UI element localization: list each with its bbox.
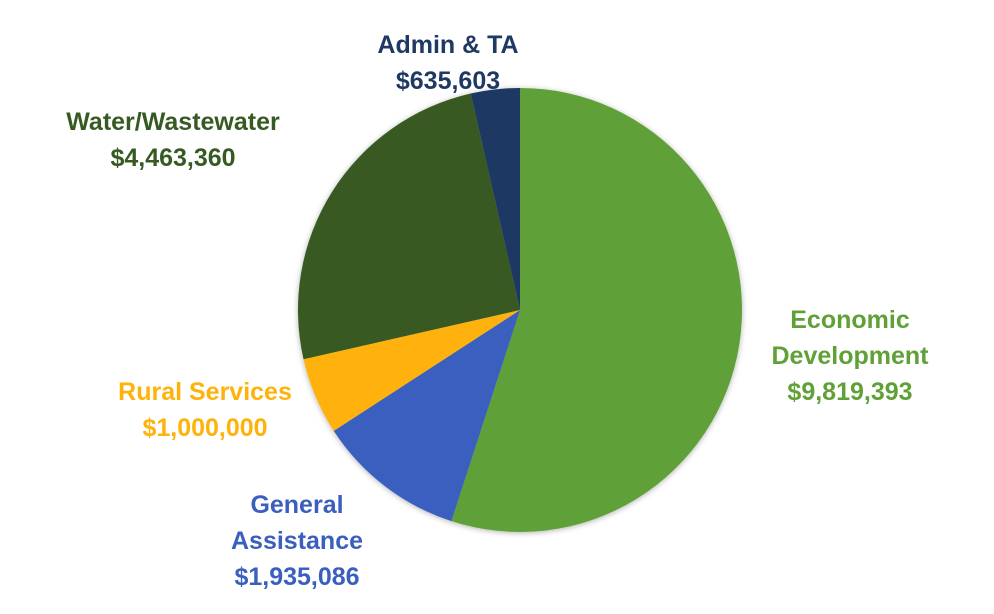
slice-label-rural-services: Rural Services $1,000,000 xyxy=(118,374,292,446)
pie-slice-economic-development xyxy=(451,88,742,532)
slice-label-water-wastewater: Water/Wastewater $4,463,360 xyxy=(66,104,280,176)
slice-label-economic-development: Economic Development $9,819,393 xyxy=(772,302,929,410)
pie-slice-rural-services xyxy=(303,310,520,431)
slice-name: Water/Wastewater xyxy=(66,108,280,136)
slice-label-general-assistance: General Assistance $1,935,086 xyxy=(231,487,363,595)
slice-name: Rural Services xyxy=(118,378,292,406)
slice-value: $635,603 xyxy=(395,67,501,95)
slice-value: $1,935,086 xyxy=(234,563,360,591)
pie-slice-admin-ta xyxy=(470,88,520,310)
slice-name: Economic xyxy=(790,306,910,334)
slice-value: $1,000,000 xyxy=(142,414,268,442)
slice-name: Development xyxy=(771,342,929,370)
slice-value: $9,819,393 xyxy=(787,378,913,406)
pie-slice-general-assistance xyxy=(333,310,520,522)
slice-name: Assistance xyxy=(230,527,364,555)
slice-value: $4,463,360 xyxy=(110,144,236,172)
pie-slice-water-wastewater xyxy=(298,93,520,360)
slice-name: Admin & TA xyxy=(377,31,519,59)
slice-label-admin-ta: Admin & TA $635,603 xyxy=(377,27,518,99)
slice-name: General xyxy=(250,491,344,519)
